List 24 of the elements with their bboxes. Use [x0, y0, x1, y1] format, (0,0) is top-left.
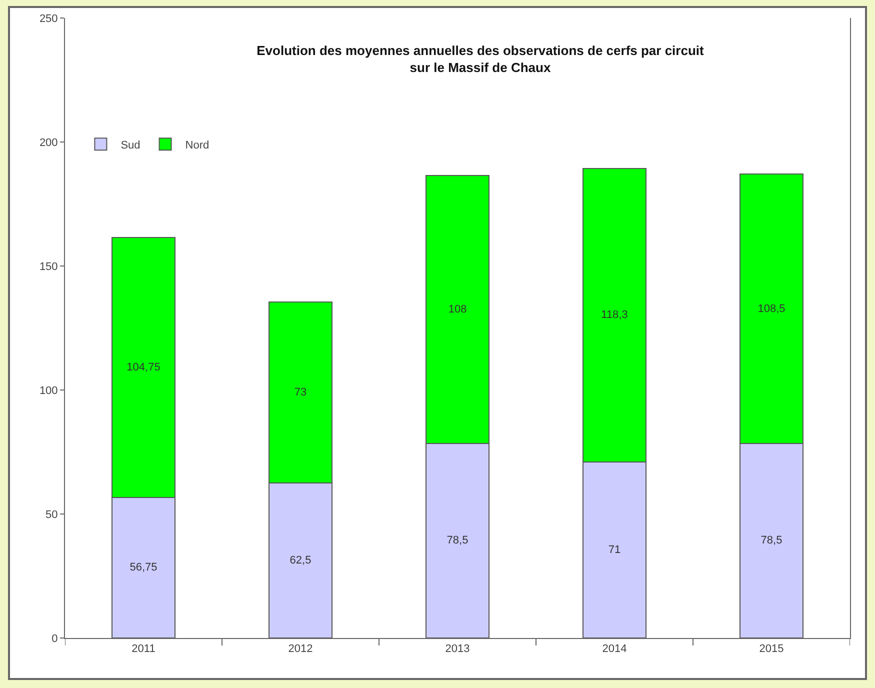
data-label: 73	[294, 386, 307, 398]
data-label: 118,3	[601, 309, 628, 322]
x-tick-label: 2012	[288, 643, 313, 656]
data-label: 108	[448, 303, 467, 316]
legend-label: Nord	[185, 139, 210, 152]
legend-label: Sud	[120, 139, 140, 152]
data-label: 78,5	[446, 534, 468, 547]
data-label: 62,5	[290, 554, 312, 566]
data-label: 108,5	[758, 302, 786, 315]
data-label: 78,5	[760, 534, 782, 547]
y-tick-label: 0	[52, 632, 58, 645]
y-tick-label: 50	[46, 508, 58, 521]
x-tick-label: 2011	[132, 643, 156, 656]
y-tick-label: 100	[39, 384, 58, 397]
text: Evolution des moyennes annuelles des observations de cerfs par circuit sur le Massif de Chaux	[256, 42, 705, 75]
data-label: 104,75	[126, 361, 160, 374]
x-tick-label: 2015	[759, 643, 784, 656]
y-tick-label: 250	[39, 12, 58, 25]
data-label: 56,75	[130, 562, 158, 574]
y-tick-label: 200	[39, 136, 58, 149]
data-label: 71	[608, 544, 621, 556]
y-tick-label: 150	[39, 260, 58, 273]
x-tick-label: 2014	[602, 643, 627, 656]
x-tick-label: 2013	[445, 643, 470, 656]
